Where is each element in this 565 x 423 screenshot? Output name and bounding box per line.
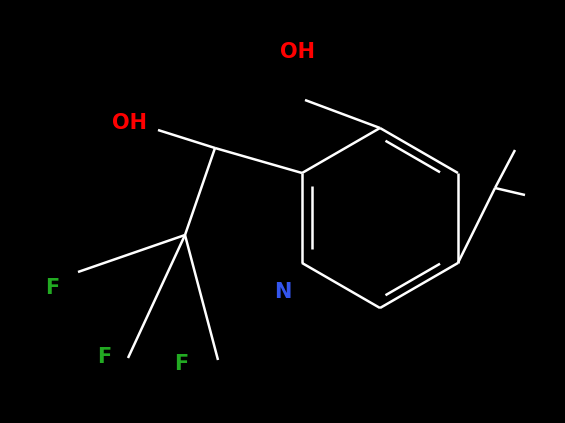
Text: OH: OH (112, 113, 147, 133)
Text: F: F (97, 347, 112, 368)
Text: F: F (45, 278, 59, 299)
Text: OH: OH (280, 41, 315, 62)
Text: N: N (274, 282, 291, 302)
Text: F: F (173, 354, 188, 374)
